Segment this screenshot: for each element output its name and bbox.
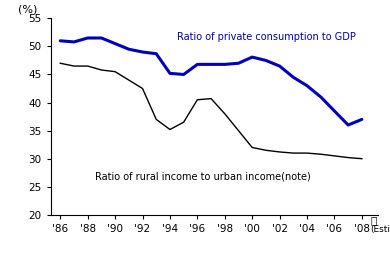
Text: (%): (%) [18,4,37,14]
Text: (Estimates): (Estimates) [370,225,390,234]
Text: Ratio of rural income to urban income(note): Ratio of rural income to urban income(no… [94,171,310,181]
Text: 年: 年 [370,215,376,225]
Text: Ratio of private consumption to GDP: Ratio of private consumption to GDP [177,32,356,42]
